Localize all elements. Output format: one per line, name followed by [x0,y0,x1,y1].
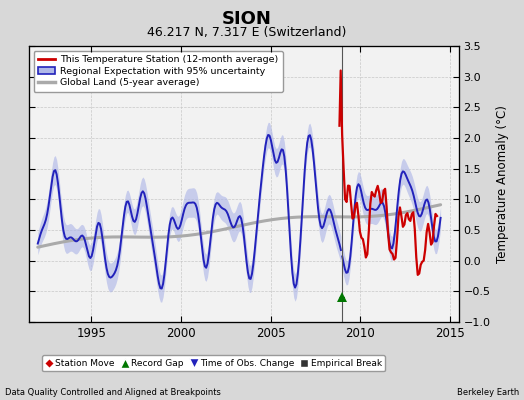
Text: SION: SION [221,10,271,28]
Text: 46.217 N, 7.317 E (Switzerland): 46.217 N, 7.317 E (Switzerland) [147,26,346,39]
Legend: Station Move, Record Gap, Time of Obs. Change, Empirical Break: Station Move, Record Gap, Time of Obs. C… [42,355,385,371]
Y-axis label: Temperature Anomaly (°C): Temperature Anomaly (°C) [496,105,509,263]
Text: Data Quality Controlled and Aligned at Breakpoints: Data Quality Controlled and Aligned at B… [5,388,221,397]
Text: Berkeley Earth: Berkeley Earth [456,388,519,397]
